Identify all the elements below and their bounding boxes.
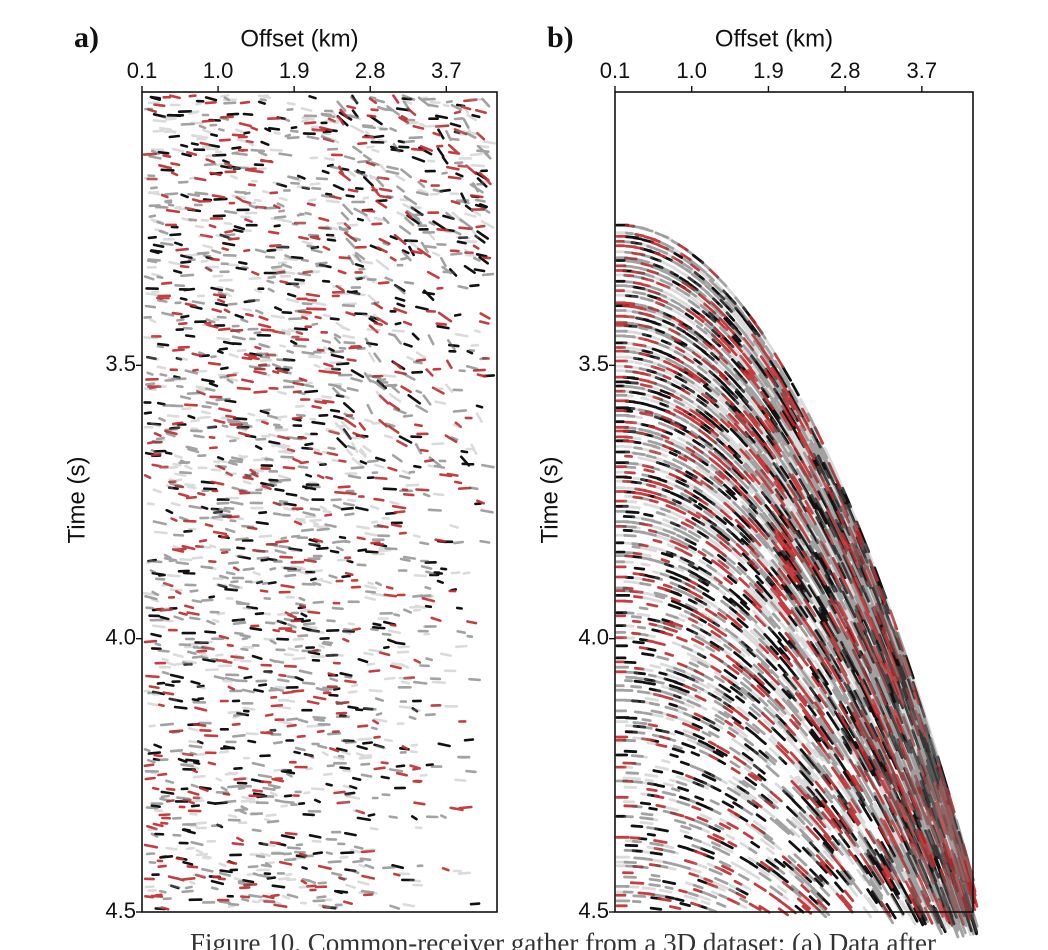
y-tick-label: 3.5 — [105, 351, 136, 376]
x-tick-label: 0.1 — [127, 58, 158, 83]
figure-caption: Figure 10. Common-receiver gather from a… — [190, 928, 936, 950]
seismic-trace-red — [142, 94, 492, 911]
y-tick-label: 4.0 — [578, 624, 609, 649]
seismic-trace-light — [142, 94, 496, 909]
y-tick-label: 4.5 — [105, 898, 136, 923]
x-axis-label: Offset (km) — [715, 25, 833, 52]
x-tick-label: 3.7 — [907, 58, 938, 83]
x-tick-label: 1.0 — [676, 58, 707, 83]
x-tick-label: 1.9 — [753, 58, 784, 83]
seismic-trace-light — [615, 231, 976, 937]
seismic-trace-gray — [615, 224, 979, 939]
x-tick-label: 2.8 — [355, 58, 386, 83]
seismic-trace-gray — [143, 94, 495, 910]
panel-label: a) — [74, 21, 99, 54]
seismic-panel — [615, 223, 979, 939]
y-tick-label: 4.5 — [578, 898, 609, 923]
x-tick-label: 0.1 — [600, 58, 631, 83]
x-tick-label: 2.8 — [830, 58, 861, 83]
panel-label: b) — [547, 21, 574, 54]
y-axis-label: Time (s) — [536, 456, 563, 543]
y-tick-label: 3.5 — [578, 351, 609, 376]
seismic-panel — [142, 94, 496, 911]
y-tick-label: 4.0 — [105, 624, 136, 649]
panel-frame — [614, 91, 974, 913]
x-axis-label: Offset (km) — [240, 25, 358, 52]
panel-frame — [141, 91, 498, 913]
x-tick-label: 1.0 — [203, 58, 234, 83]
x-tick-label: 3.7 — [431, 58, 462, 83]
seismic-trace-black — [143, 94, 496, 911]
x-tick-label: 1.9 — [279, 58, 310, 83]
y-axis-label: Time (s) — [63, 456, 90, 543]
